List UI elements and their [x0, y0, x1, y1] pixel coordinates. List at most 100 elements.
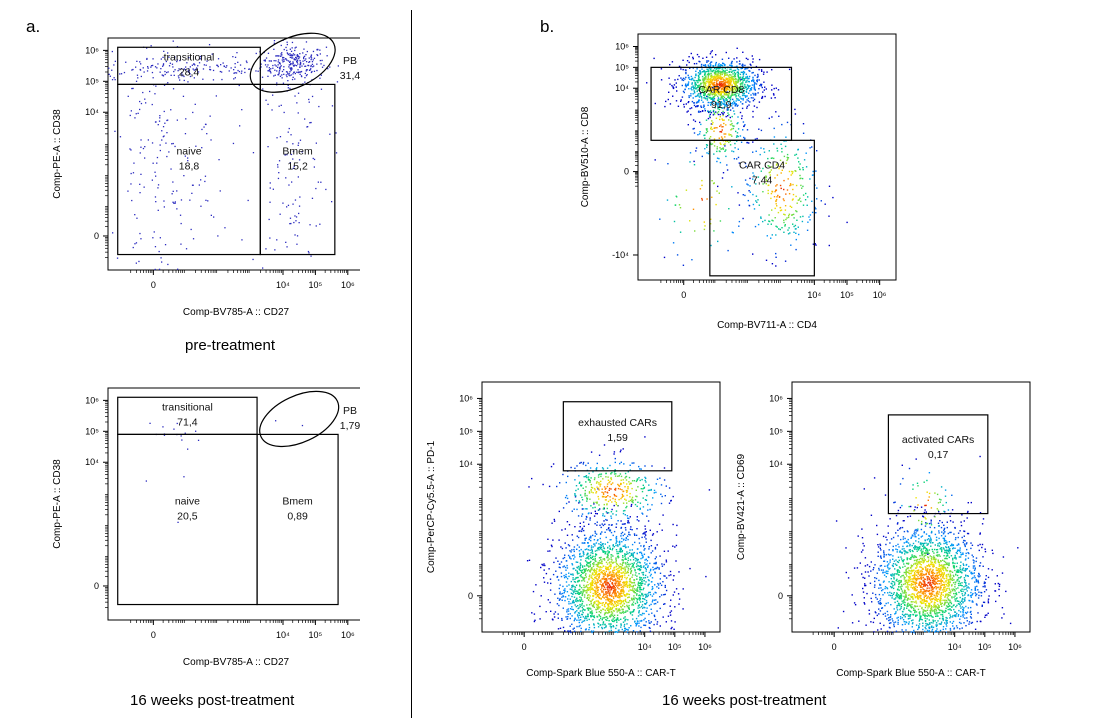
- data-point: [597, 606, 600, 608]
- data-point: [633, 581, 635, 584]
- data-point: [609, 616, 611, 618]
- data-point: [612, 569, 614, 572]
- data-point: [120, 73, 123, 75]
- data-point: [764, 95, 766, 98]
- data-point: [567, 598, 569, 600]
- data-point: [599, 546, 602, 548]
- data-point: [704, 76, 707, 78]
- data-point: [557, 628, 560, 630]
- data-point: [679, 207, 682, 209]
- data-point: [296, 102, 298, 104]
- data-point: [593, 578, 595, 581]
- data-point: [627, 574, 630, 577]
- data-point: [693, 79, 695, 81]
- data-point: [716, 127, 718, 129]
- data-point: [237, 69, 239, 72]
- data-point: [799, 216, 802, 218]
- data-point: [616, 621, 618, 623]
- data-point: [703, 79, 705, 81]
- data-point: [626, 601, 628, 604]
- data-point: [591, 588, 593, 591]
- data-point: [675, 86, 677, 88]
- data-point: [635, 617, 638, 620]
- data-point: [638, 520, 640, 522]
- data-point: [180, 243, 182, 245]
- data-point: [755, 200, 757, 202]
- data-point: [534, 619, 536, 621]
- data-point: [305, 58, 307, 60]
- data-point: [307, 64, 309, 67]
- data-point: [608, 630, 610, 632]
- data-point: [722, 95, 725, 98]
- data-point: [591, 581, 593, 583]
- data-point: [613, 530, 616, 533]
- data-point: [589, 565, 591, 567]
- data-point: [640, 557, 642, 560]
- y-tick-label: 10⁶: [615, 42, 629, 52]
- data-point: [744, 85, 746, 87]
- data-point: [616, 585, 618, 587]
- data-point: [637, 568, 639, 570]
- data-point: [608, 558, 610, 560]
- data-point: [608, 565, 610, 568]
- data-point: [792, 171, 794, 173]
- data-point: [648, 583, 650, 585]
- data-point: [570, 558, 572, 560]
- data-point: [235, 72, 238, 74]
- data-point: [140, 139, 142, 141]
- data-point: [715, 81, 718, 83]
- data-point: [632, 601, 635, 603]
- data-point: [797, 199, 799, 201]
- data-point: [586, 590, 588, 592]
- data-point: [721, 64, 723, 67]
- x-tick-label: 10⁵: [840, 290, 854, 300]
- data-point: [703, 93, 705, 95]
- data-point: [671, 84, 673, 87]
- data-point: [775, 198, 778, 201]
- data-point: [171, 63, 174, 65]
- data-point: [771, 234, 773, 236]
- data-point: [577, 565, 580, 568]
- data-point: [719, 142, 721, 144]
- y-tick-label: 10⁴: [85, 107, 99, 117]
- data-point: [697, 78, 700, 80]
- data-point: [694, 82, 697, 84]
- data-point: [664, 575, 666, 577]
- data-point: [644, 559, 646, 561]
- y-tick-label: 10⁵: [85, 76, 99, 86]
- data-point: [583, 605, 585, 607]
- data-point: [712, 109, 715, 112]
- data-point: [720, 76, 722, 78]
- data-point: [790, 206, 793, 208]
- data-point: [659, 607, 661, 610]
- data-point: [748, 92, 750, 94]
- data-point: [624, 620, 626, 622]
- data-point: [283, 48, 285, 51]
- data-point: [728, 80, 730, 82]
- data-point: [669, 83, 671, 85]
- data-point: [579, 562, 582, 564]
- data-point: [800, 200, 802, 203]
- data-point: [318, 105, 320, 108]
- data-point: [721, 80, 723, 83]
- data-point: [618, 550, 620, 553]
- data-point: [615, 593, 617, 595]
- data-point: [596, 575, 598, 577]
- data-point: [713, 138, 716, 140]
- data-point: [739, 63, 741, 65]
- data-point: [727, 115, 729, 117]
- data-point: [592, 552, 594, 555]
- data-point: [746, 95, 748, 97]
- data-point: [720, 101, 723, 103]
- data-point: [167, 119, 169, 121]
- data-point: [599, 557, 601, 559]
- data-point: [736, 122, 738, 125]
- data-point: [172, 201, 174, 203]
- data-point: [564, 588, 566, 590]
- data-point: [735, 96, 737, 98]
- data-point: [625, 595, 627, 597]
- data-point: [700, 63, 703, 66]
- data-point: [582, 552, 585, 554]
- data-point: [607, 612, 609, 614]
- data-point: [605, 601, 607, 604]
